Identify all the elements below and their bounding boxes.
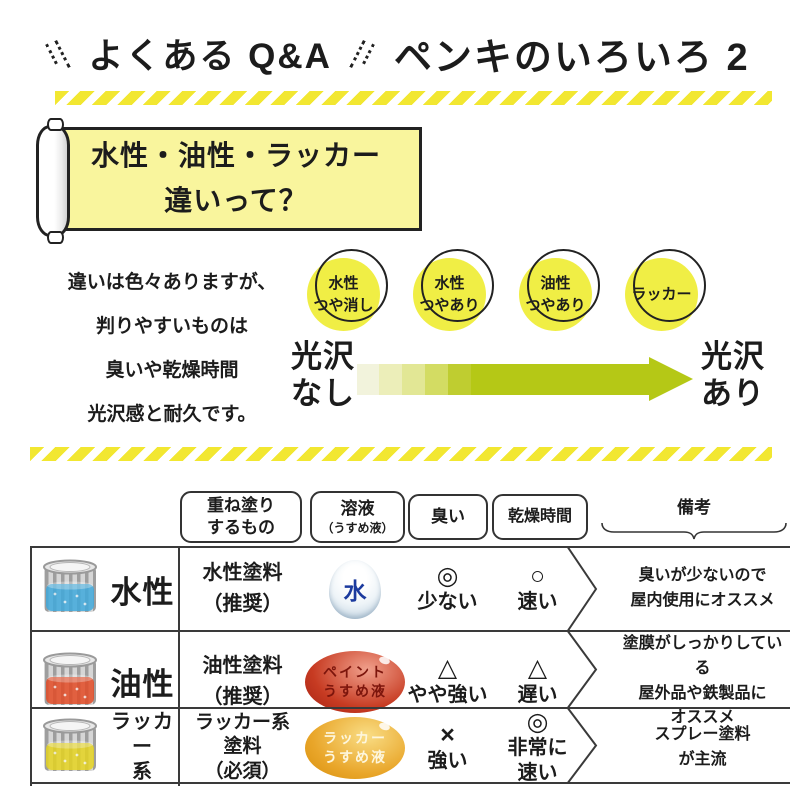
- table-row-water: 水性 水性塗料 （推奨） 水 ◎ 少ない ○ 速い 臭いが少ないので 屋内使用に…: [30, 546, 790, 630]
- hash-marks-icon: [45, 32, 72, 76]
- rating-mark: ◎: [526, 708, 549, 736]
- cell-solvent: ペイント うすめ液: [305, 632, 405, 731]
- overcoat-text: ラッカー系 塗料 （必須）: [194, 711, 290, 782]
- overcoat-text: 水性塗料 （推奨）: [202, 562, 283, 615]
- rating-label: やや強い: [407, 683, 488, 706]
- rating-mark: ○: [529, 561, 546, 590]
- table-row-lacquer: ラッカー 系 ラッカー系 塗料 （必須） ラッカー うすめ液 × 強い ◎ 非常…: [30, 707, 790, 787]
- page-title-qa: よくある Q&A: [88, 37, 332, 76]
- rating-mark: ◎: [436, 561, 459, 590]
- circle-ring-icon: [315, 249, 388, 322]
- cell-remarks: 臭いが少ないので 屋内使用にオススメ: [630, 567, 775, 609]
- cell-smell: △ やや強い: [405, 632, 490, 731]
- gloss-none-label: 光沢 なし: [291, 339, 355, 411]
- intro-paragraph: 違いは色々ありますが、 判りやすいものは 臭いや乾燥時間 光沢感と耐久です。: [67, 272, 277, 426]
- header-solvent-main: 溶液: [340, 498, 375, 518]
- underbrace-icon: [601, 522, 787, 540]
- gloss-arrow-bar: [357, 363, 649, 395]
- paint-type-name: 水性: [110, 574, 175, 610]
- circle-water-matte: 水性 つや消し: [307, 249, 388, 333]
- header-chip-solvent: 溶液 （うすめ液）: [310, 491, 405, 543]
- header-remarks: 備考: [600, 493, 788, 540]
- paint-type-circles: 水性 つや消し 水性 つやあり 油性 つやあり ラッカー: [307, 249, 706, 333]
- page-title-main: ペンキのいろいろ 2: [393, 37, 750, 79]
- header-chip-smell: 臭い: [408, 494, 488, 540]
- cell-overcoat: 水性塗料 （推奨）: [180, 548, 305, 630]
- gloss-arrow-head: [649, 357, 693, 401]
- cell-solvent: ラッカー うすめ液: [305, 709, 405, 786]
- header-chip-overcoat: 重ね塗り するもの: [180, 491, 302, 543]
- scroll-rod-icon: [36, 118, 70, 244]
- header-solvent-sub: （うすめ液）: [321, 520, 394, 535]
- striped-divider-top: [55, 91, 772, 105]
- cell-dry-time: ○ 速い: [490, 548, 585, 630]
- rating-label: 少ない: [417, 591, 478, 614]
- paint-type-name: 油性: [110, 667, 175, 703]
- gloss-scale-section: 違いは色々ありますが、 判りやすいものは 臭いや乾燥時間 光沢感と耐久です。 水…: [0, 243, 800, 439]
- chevron-right-icon: [565, 630, 599, 709]
- cell-overcoat: 油性塗料 （推奨）: [180, 632, 305, 731]
- rating-label: 遅い: [517, 683, 558, 706]
- circle-oil-gloss: 油性 つやあり: [519, 249, 600, 333]
- gloss-arrow-icon: [357, 357, 693, 401]
- cell-type-water: 水性: [30, 548, 180, 630]
- cell-type-lacquer: ラッカー 系: [30, 709, 180, 787]
- cell-smell: ◎ 少ない: [405, 548, 490, 630]
- chevron-right-icon: [565, 546, 599, 632]
- question-text: 水性・油性・ラッカー 違いって？: [90, 140, 381, 216]
- circle-ring-icon: [527, 249, 600, 322]
- cell-smell: × 強い: [405, 709, 490, 786]
- cell-remarks: 塗膜がしっかりしている 屋外品や鉄製品に オススメ: [622, 635, 783, 727]
- paint-comparison-table: 水性 水性塗料 （推奨） 水 ◎ 少ない ○ 速い 臭いが少ないので 屋内使用に…: [30, 546, 790, 787]
- solvent-label: ペイント うすめ液: [323, 663, 387, 699]
- table-header: 重ね塗り するもの 溶液 （うすめ液） 臭い 乾燥時間 備考: [30, 491, 790, 543]
- hash-marks-icon: [349, 32, 375, 76]
- circle-water-gloss: 水性 つやあり: [413, 249, 494, 333]
- cell-type-oil: 油性: [30, 632, 180, 732]
- cell-dry-time: ◎ 非常に 速い: [490, 709, 585, 786]
- header-remarks-label: 備考: [677, 498, 711, 517]
- rating-label: 非常に 速い: [507, 737, 568, 785]
- paint-can-icon: [43, 652, 97, 705]
- solvent-label: 水: [343, 578, 367, 604]
- question-banner: 水性・油性・ラッカー 違いって？: [36, 118, 422, 244]
- page-header: よくある Q&A ペンキのいろいろ 2: [0, 0, 800, 81]
- header-chip-dry-time: 乾燥時間: [492, 494, 588, 540]
- cell-dry-time: △ 遅い: [490, 632, 585, 731]
- rating-label: 強い: [427, 749, 468, 772]
- paint-thinner-blob-icon: ペイント うすめ液: [305, 650, 405, 713]
- solvent-label: ラッカー うすめ液: [323, 729, 387, 765]
- gloss-yes-label: 光沢 あり: [701, 339, 765, 411]
- rating-mark: △: [527, 654, 548, 683]
- hash-mark: [362, 43, 375, 64]
- rating-label: 速い: [517, 591, 558, 614]
- rating-mark: ×: [440, 720, 455, 749]
- circle-lacquer: ラッカー: [625, 249, 706, 333]
- paint-can-icon: [43, 718, 97, 771]
- overcoat-text: 油性塗料 （推奨）: [202, 654, 283, 708]
- paint-type-name: ラッカー 系: [111, 711, 174, 784]
- circle-ring-icon: [421, 249, 494, 322]
- table-row-oil: 油性 油性塗料 （推奨） ペイント うすめ液 △ やや強い △ 遅い 塗膜がしっ…: [30, 630, 790, 732]
- rating-mark: △: [437, 654, 458, 683]
- paint-can-icon: [43, 559, 97, 612]
- cell-overcoat: ラッカー系 塗料 （必須）: [180, 709, 305, 786]
- lacquer-thinner-blob-icon: ラッカー うすめ液: [305, 716, 405, 779]
- water-drop-icon: 水: [329, 559, 381, 619]
- striped-divider-bottom: [30, 447, 772, 461]
- cell-remarks: スプレー塗料 が主流: [654, 725, 751, 768]
- circle-ring-icon: [633, 249, 706, 322]
- cell-solvent: 水: [305, 548, 405, 630]
- chevron-right-icon: [565, 707, 599, 784]
